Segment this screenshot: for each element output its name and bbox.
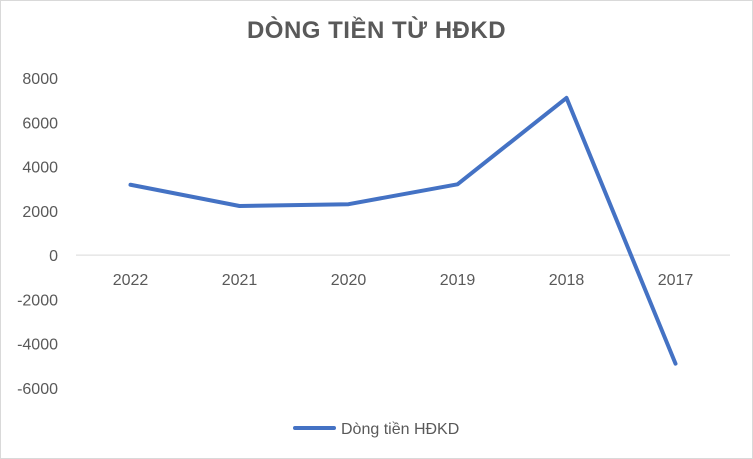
y-tick-label: 2000 (22, 204, 58, 221)
y-tick-label: -2000 (17, 292, 58, 309)
legend: Dòng tiền HĐKD (293, 421, 459, 438)
y-tick-label: 6000 (22, 115, 58, 132)
y-tick-label: -6000 (17, 381, 58, 398)
chart-title: DÒNG TIỀN TỪ HĐKD (246, 17, 507, 44)
x-tick-label: 2017 (658, 272, 694, 289)
y-axis-ticks: 8000 6000 4000 2000 0 -2000 -4000 -6000 (17, 71, 58, 398)
y-tick-label: 8000 (22, 71, 58, 88)
x-tick-label: 2020 (331, 272, 367, 289)
x-tick-label: 2021 (222, 272, 258, 289)
x-axis-ticks: 2022 2021 2020 2019 2018 2017 (113, 272, 694, 289)
x-tick-label: 2018 (549, 272, 585, 289)
y-tick-label: 0 (49, 248, 58, 265)
series-line-dong-tien-hdkd (128, 95, 678, 366)
legend-label: Dòng tiền HĐKD (341, 421, 459, 438)
y-tick-label: -4000 (17, 337, 58, 354)
x-tick-label: 2022 (113, 272, 149, 289)
x-tick-label: 2019 (440, 272, 476, 289)
y-tick-label: 4000 (22, 160, 58, 177)
